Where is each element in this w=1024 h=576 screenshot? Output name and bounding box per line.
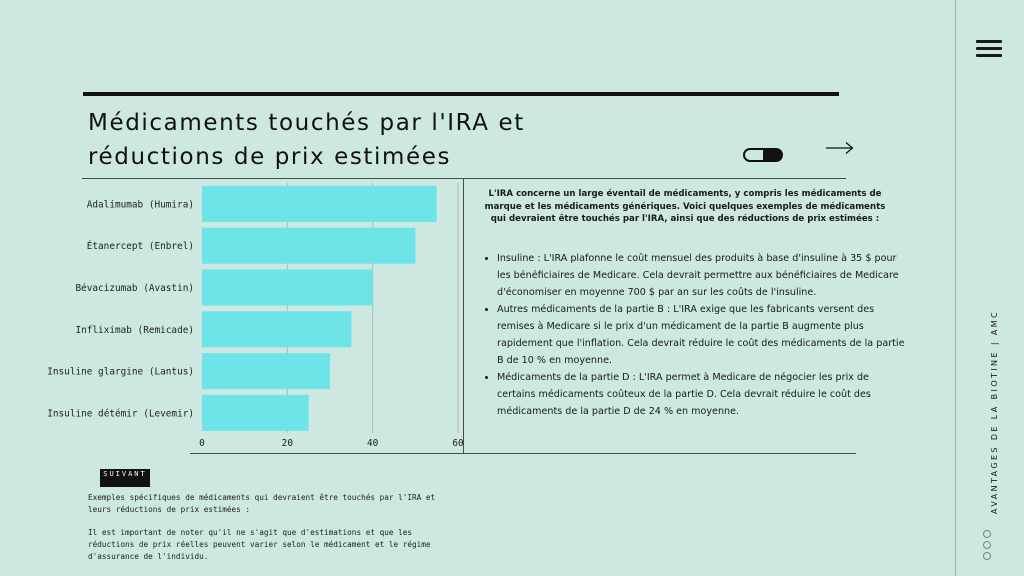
footer-note-2: Il est important de noter qu'il ne s'agi… — [88, 528, 431, 561]
bar — [202, 394, 309, 431]
title-rule — [82, 178, 846, 179]
bar-chart: Adalimumab (Humira) Étanercept (Enbrel) Bé… — [47, 183, 464, 449]
list-item: Médicaments de la partie D : L'IRA perme… — [497, 369, 905, 420]
dot-icon[interactable] — [983, 530, 991, 538]
category-label: Bévacizumab (Avastin) — [75, 283, 194, 294]
title-line-2: réductions de prix estimées — [88, 144, 452, 170]
list-item: Insuline : L'IRA plafonne le coût mensue… — [497, 250, 905, 301]
sidebar-divider — [955, 0, 956, 576]
tick-label: 0 — [199, 438, 205, 449]
category-label: Insuline glargine (Lantus) — [47, 367, 194, 378]
category-label: Infliximab (Remicade) — [75, 325, 194, 336]
bullet-list: Insuline : L'IRA plafonne le coût mensue… — [484, 250, 905, 420]
tick-label: 40 — [367, 438, 379, 449]
bottom-rule — [190, 453, 856, 454]
bar — [202, 311, 352, 348]
sidebar-vertical-label: AVANTAGES DE LA BIOTINE | AMC — [990, 309, 999, 514]
bar — [202, 185, 437, 222]
tick-label: 60 — [452, 438, 464, 449]
title-line-1: Médicaments touchés par l'IRA et — [88, 110, 525, 136]
arrow-right-icon[interactable] — [826, 141, 854, 155]
dot-icon[interactable] — [983, 552, 991, 560]
intro-text: L'IRA concerne un large éventail de médi… — [484, 189, 886, 225]
footer-note-1: Exemples spécifiques de médicaments qui … — [88, 493, 436, 514]
bar — [202, 269, 373, 306]
top-rule — [83, 92, 839, 96]
next-button[interactable]: SUIVANT — [100, 469, 150, 487]
list-item: Autres médicaments de la partie B : L'IR… — [497, 301, 905, 369]
chart-divider — [463, 178, 464, 454]
category-label: Adalimumab (Humira) — [87, 199, 194, 210]
category-label: Insuline détémir (Levemir) — [47, 408, 194, 419]
bar — [202, 353, 330, 390]
bar — [202, 227, 416, 264]
tick-label: 20 — [282, 438, 294, 449]
category-label: Étanercept (Enbrel) — [87, 240, 194, 252]
slide-dots — [983, 530, 991, 560]
dot-icon[interactable] — [983, 541, 991, 549]
page-title: Médicaments touchés par l'IRA et réducti… — [88, 106, 648, 174]
pill-icon — [743, 148, 783, 162]
hamburger-icon[interactable] — [976, 40, 1002, 58]
